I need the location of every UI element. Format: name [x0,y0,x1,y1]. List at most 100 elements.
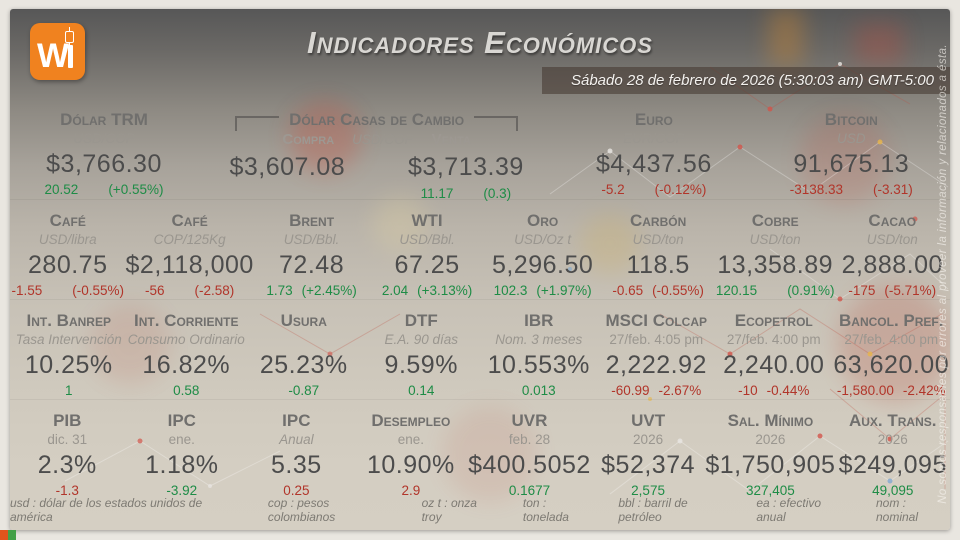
change-percent: (+1.97%) [536,283,592,299]
indicator-change: 0.14 [363,383,481,398]
indicator-dtf: DTF E.A. 90 días 9.59% 0.14 [363,311,481,399]
legend-item: ton : tonelada [522,496,569,524]
indicator-change: 2,575 [591,483,706,498]
buy-block: $3,607.08 [198,150,377,201]
indicator-auxilio-transporte: Aux. Trans. 2026 $249,095 49,095 [835,411,950,499]
dashboard-panel: W Indicadores Económicos Sábado 28 de fe… [10,9,950,530]
legend-item: usd : dólar de los estados unidos de amé… [10,496,203,524]
indicator-value: 1.18% [145,450,219,479]
indicator-change: -175 (-5.71%) [834,283,950,298]
change-delta: 0.1677 [508,483,551,499]
indicator-change: 49,095 [835,483,950,498]
indicator-euro: Euro EUR/COP $4,437.56 -5.2 (-0.12%) [555,110,752,199]
disclaimer-text: No somos responsables por errores al pro… [937,44,949,504]
change-delta: 0.013 [521,383,556,399]
indicator-value: 16.82% [142,350,231,379]
indicator-title: Desempleo [371,411,451,430]
corner-accent-orange [0,530,8,540]
indicator-value: 9.59% [384,350,458,379]
change-delta: -3.92 [166,483,198,499]
change-percent: (+3.13%) [417,283,473,299]
change-delta: 2,575 [631,483,665,499]
indicator-uvr: UVR feb. 28 $400.5052 0.1677 [468,411,591,499]
change-percent: -2.67% [658,383,702,399]
indicator-title: Café [171,211,208,230]
indicator-int-banrep: Int. Banrep Tasa Intervención 10.25% 1 [10,311,128,399]
indicator-ecopetrol: Ecopetrol 27/feb. 4:00 pm 2,240.00 -10 -… [715,311,833,399]
indicator-change: 1.73 (+2.45%) [254,283,370,298]
indicator-change: -10 -0.44% [715,383,833,398]
indicator-subtitle: USD/Bbl. [283,231,340,247]
change-delta: 0.14 [408,383,435,399]
row-commodities: Café USD/libra 280.75 -1.55 (-0.55%) Caf… [10,199,950,299]
indicator-change: -3138.33 (-3.31) [753,182,950,197]
legend-item: bbl : barril de petróleo [618,496,688,524]
indicator-value: 72.48 [279,250,345,279]
indicator-value: 67.25 [394,250,460,279]
row-macro: PIB dic. 31 2.3% -1.3 IPC ene. 1.18% -3.… [10,399,950,499]
indicator-subtitle: 27/feb. 4:00 pm [844,331,939,347]
indicator-subtitle: 2026 [877,431,908,447]
indicator-value: $4,437.56 [596,149,712,178]
indicator-brent: Brent USD/Bbl. 72.48 1.73 (+2.45%) [254,211,370,299]
indicator-subtitle: E.A. 90 días [384,331,459,347]
indicator-oro: Oro USD/Oz t 5,296.50 102.3 (+1.97%) [485,211,601,299]
indicator-title: Brent [289,211,335,230]
indicator-change: 2.9 [354,483,469,498]
indicator-subtitle: Nom. 3 meses [495,331,583,347]
indicator-value: 10.90% [366,450,455,479]
change-delta: 0.58 [173,383,200,399]
indicator-title: Cobre [751,211,799,230]
indicator-subtitle: ene. [168,431,195,447]
indicator-subtitle [245,331,363,348]
indicator-ipc-mensual: IPC ene. 1.18% -3.92 [125,411,240,499]
indicator-int-corriente: Int. Corriente Consumo Ordinario 16.82% … [128,311,246,399]
indicator-change: -1.55 (-0.55%) [10,283,126,298]
indicator-carbon: Carbón USD/ton 118.5 -0.65 (-0.55%) [600,211,716,299]
change-delta: 0.25 [283,483,310,499]
brand-bar [68,45,73,68]
indicator-change: 0.013 [480,383,598,398]
indicator-subtitle: USD/COP [352,132,414,147]
legend-item: cop : pesos colombianos [267,496,336,524]
legend-item: ea : efectivo anual [756,496,822,524]
indicator-subtitle: USD/ton [749,231,801,247]
indicator-subtitle: USD/ton [866,231,918,247]
indicator-title: DTF [404,311,438,330]
indicator-value: $2,118,000 [125,250,254,279]
indicator-title: WTI [411,211,443,230]
change-delta: -60.99 [611,383,650,399]
abbreviations-legend: usd : dólar de los estados unidos de amé… [10,496,950,524]
bracket-left-decoration [235,116,280,131]
indicator-title: IPC [282,411,311,430]
indicator-value: 2,888.00 [841,250,943,279]
legend-item: nom : nominal [875,496,919,524]
indicator-change: 0.58 [128,383,246,398]
change-percent: (0.91%) [787,283,835,299]
indicator-cobre: Cobre USD/ton 13,358.89 120.15 (0.91%) [716,211,835,299]
indicator-title: Ecopetrol [734,311,813,330]
change-delta: 2.9 [401,483,421,499]
indicator-title: MSCI Colcap [605,311,708,330]
change-delta: 2.04 [381,283,409,299]
indicator-change: 11.17 (0.3) [377,186,556,201]
indicator-subtitle: COP/125Kg [153,231,226,247]
indicator-title: Int. Banrep [26,311,111,330]
indicator-cafe-cop-125kg: Café COP/125Kg $2,118,000 -56 (-2.58) [125,211,254,299]
indicator-subtitle: 2026 [755,431,786,447]
corner-accent-green [8,530,16,540]
indicator-subtitle: USD/COP [73,130,135,146]
indicator-bitcoin: Bitcoin USD 91,675.13 -3138.33 (-3.31) [753,110,950,199]
indicator-title: Euro [634,110,673,129]
indicator-title: UVT [631,411,666,430]
change-delta: -10 [738,383,758,399]
change-delta: 11.17 [420,185,454,201]
change-percent: (+0.55%) [108,182,164,198]
change-delta: 1 [64,383,73,399]
indicator-uvt: UVT 2026 $52,374 2,575 [591,411,706,499]
indicator-title: Bitcoin [824,110,878,129]
change-percent: (-0.55%) [652,283,704,299]
indicator-dolar-trm: Dólar TRM USD/COP $3,766.30 20.52 (+0.55… [10,110,198,199]
change-percent: (-2.58) [194,283,235,299]
indicator-change: -1.3 [10,483,125,498]
